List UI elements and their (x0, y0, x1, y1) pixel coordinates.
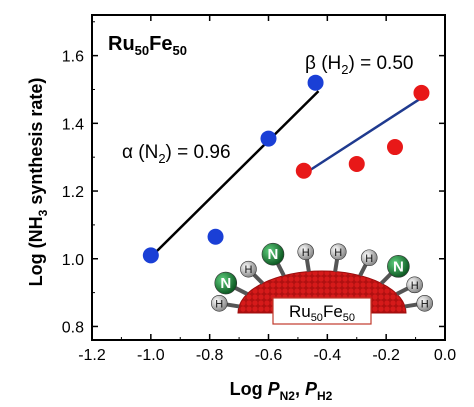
nitrogen-atom-label: N (393, 258, 404, 275)
hydrogen-atom-label: H (215, 298, 223, 310)
hydrogen-atom (297, 243, 315, 261)
data-point-series-2 (348, 155, 365, 172)
y-tick-label: 1.2 (62, 184, 84, 201)
data-point-series-2 (386, 139, 403, 156)
fit-line-2 (303, 96, 423, 176)
alpha-annotation: α (N2) = 0.96 (122, 142, 231, 166)
data-point-series-2 (295, 162, 312, 179)
nitrogen-atom (387, 255, 410, 278)
hydrogen-atom-label: H (302, 247, 310, 259)
chart-title: Ru50Fe50 (108, 33, 187, 58)
beta-annotation: β (H2) = 0.50 (305, 53, 413, 77)
data-point-series-1 (142, 247, 159, 264)
x-tick-label: -1.2 (78, 347, 106, 364)
y-tick-label: 1.4 (62, 116, 84, 133)
y-axis-label: Log (NH3 synthesis rate) (26, 78, 50, 287)
hydrogen-atom (240, 260, 257, 278)
fit-line-1 (149, 90, 320, 258)
nitrogen-atom-label: N (220, 275, 231, 292)
data-point-series-1 (207, 228, 224, 245)
hydrogen-atom-label: H (421, 298, 429, 310)
y-tick-label: 1.0 (62, 252, 84, 269)
hydrogen-atom (210, 295, 228, 312)
data-points (142, 74, 430, 264)
x-tick-label: -0.2 (372, 347, 400, 364)
hydrogen-atom (416, 295, 434, 312)
hydrogen-atom-label: H (244, 264, 252, 276)
catalyst-label-box (272, 297, 372, 325)
data-point-series-1 (307, 74, 324, 91)
nitrogen-atom (261, 242, 285, 266)
hydrogen-atom (406, 276, 423, 294)
x-axis-ticks: -1.2 -1.0 -0.8 -0.6 -0.4 -0.2 0.0 (78, 15, 456, 364)
hydrogen-atom (360, 249, 378, 267)
data-point-series-2 (413, 84, 430, 101)
hydrogen-atom-label: H (365, 253, 373, 265)
nitrogen-atom (214, 271, 238, 295)
hydrogen-atom-label: H (334, 247, 342, 259)
data-point-series-1 (260, 130, 277, 147)
hydrogen-atom (329, 243, 347, 261)
x-tick-label: -0.6 (255, 347, 283, 364)
x-tick-label: -1.0 (137, 347, 165, 364)
x-tick-label: -0.4 (314, 347, 342, 364)
x-tick-label: 0.0 (434, 347, 456, 364)
fit-lines (149, 90, 423, 258)
y-tick-label: 0.8 (62, 319, 84, 336)
x-axis-label: Log PN2, PH2 (230, 379, 333, 403)
hydrogen-atom-label: H (411, 280, 419, 292)
y-tick-label: 1.6 (62, 49, 84, 66)
y-axis-ticks: 0.8 1.0 1.2 1.4 1.6 (62, 21, 445, 336)
nitrogen-atom-label: N (268, 246, 279, 263)
x-tick-label: -0.8 (196, 347, 224, 364)
catalyst-label: Ru50Fe50 (289, 302, 355, 324)
